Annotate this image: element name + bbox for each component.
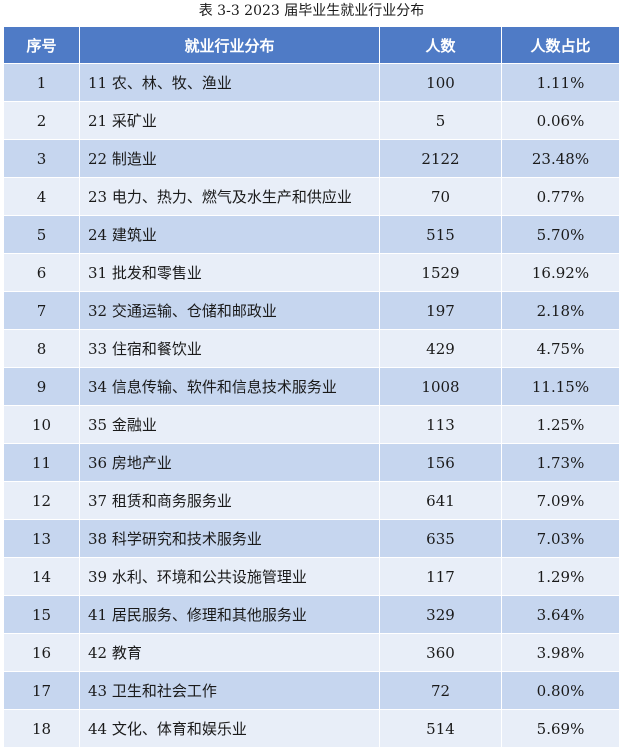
cell-count: 329 (379, 595, 502, 634)
header-index: 序号 (3, 26, 80, 64)
cell-count: 70 (379, 177, 502, 216)
cell-count: 2122 (379, 139, 502, 178)
header-count: 人数 (379, 26, 502, 64)
cell-count: 514 (379, 709, 502, 748)
cell-index: 1 (3, 63, 80, 102)
cell-count: 515 (379, 215, 502, 254)
table-caption: 表 3-3 2023 届毕业生就业行业分布 (198, 3, 425, 19)
cell-industry: 24 建筑业 (79, 215, 380, 254)
cell-index: 13 (3, 519, 80, 558)
cell-industry: 34 信息传输、软件和信息技术服务业 (79, 367, 380, 406)
cell-index: 18 (3, 709, 80, 748)
cell-count: 1008 (379, 367, 502, 406)
cell-count: 641 (379, 481, 502, 520)
table-row: 15 41 居民服务、修理和其他服务业 329 3.64% (3, 595, 620, 634)
cell-industry: 39 水利、环境和公共设施管理业 (79, 557, 380, 596)
cell-index: 15 (3, 595, 80, 634)
cell-count: 72 (379, 671, 502, 710)
cell-industry: 21 采矿业 (79, 101, 380, 140)
cell-index: 2 (3, 101, 80, 140)
table-row: 11 36 房地产业 156 1.73% (3, 443, 620, 482)
cell-count: 113 (379, 405, 502, 444)
cell-share: 23.48% (501, 139, 620, 178)
table-row: 14 39 水利、环境和公共设施管理业 117 1.29% (3, 557, 620, 596)
table-header-row: 序号 就业行业分布 人数 人数占比 (3, 26, 620, 64)
cell-industry: 37 租赁和商务服务业 (79, 481, 380, 520)
table-row: 10 35 金融业 113 1.25% (3, 405, 620, 444)
cell-share: 2.18% (501, 291, 620, 330)
cell-count: 429 (379, 329, 502, 368)
cell-index: 14 (3, 557, 80, 596)
table-row: 2 21 采矿业 5 0.06% (3, 101, 620, 140)
table-row: 6 31 批发和零售业 1529 16.92% (3, 253, 620, 292)
cell-count: 5 (379, 101, 502, 140)
cell-index: 8 (3, 329, 80, 368)
table-row: 8 33 住宿和餐饮业 429 4.75% (3, 329, 620, 368)
table-row: 17 43 卫生和社会工作 72 0.80% (3, 671, 620, 710)
cell-share: 1.11% (501, 63, 620, 102)
cell-index: 6 (3, 253, 80, 292)
table-row: 18 44 文化、体育和娱乐业 514 5.69% (3, 709, 620, 748)
table-row: 4 23 电力、热力、燃气及水生产和供应业 70 0.77% (3, 177, 620, 216)
cell-index: 10 (3, 405, 80, 444)
cell-share: 16.92% (501, 253, 620, 292)
cell-share: 1.25% (501, 405, 620, 444)
cell-index: 9 (3, 367, 80, 406)
table-row: 13 38 科学研究和技术服务业 635 7.03% (3, 519, 620, 558)
cell-industry: 11 农、林、牧、渔业 (79, 63, 380, 102)
cell-share: 0.77% (501, 177, 620, 216)
cell-share: 0.06% (501, 101, 620, 140)
cell-share: 0.80% (501, 671, 620, 710)
cell-share: 1.73% (501, 443, 620, 482)
table-row: 9 34 信息传输、软件和信息技术服务业 1008 11.15% (3, 367, 620, 406)
cell-share: 1.29% (501, 557, 620, 596)
cell-index: 11 (3, 443, 80, 482)
cell-share: 11.15% (501, 367, 620, 406)
cell-industry: 44 文化、体育和娱乐业 (79, 709, 380, 748)
cell-count: 360 (379, 633, 502, 672)
cell-index: 17 (3, 671, 80, 710)
cell-industry: 36 房地产业 (79, 443, 380, 482)
header-share: 人数占比 (501, 26, 620, 64)
table-row: 16 42 教育 360 3.98% (3, 633, 620, 672)
cell-share: 4.75% (501, 329, 620, 368)
cell-share: 5.69% (501, 709, 620, 748)
cell-index: 7 (3, 291, 80, 330)
cell-industry: 23 电力、热力、燃气及水生产和供应业 (79, 177, 380, 216)
cell-industry: 32 交通运输、仓储和邮政业 (79, 291, 380, 330)
cell-count: 156 (379, 443, 502, 482)
cell-industry: 41 居民服务、修理和其他服务业 (79, 595, 380, 634)
cell-industry: 33 住宿和餐饮业 (79, 329, 380, 368)
cell-share: 3.98% (501, 633, 620, 672)
cell-share: 7.09% (501, 481, 620, 520)
cell-share: 5.70% (501, 215, 620, 254)
cell-industry: 35 金融业 (79, 405, 380, 444)
table-row: 5 24 建筑业 515 5.70% (3, 215, 620, 254)
table-body: 1 11 农、林、牧、渔业 100 1.11% 2 21 采矿业 5 0.06% 3 22 制造业… (3, 63, 620, 748)
cell-count: 117 (379, 557, 502, 596)
cell-industry: 31 批发和零售业 (79, 253, 380, 292)
cell-count: 197 (379, 291, 502, 330)
cell-share: 3.64% (501, 595, 620, 634)
table-row: 1 11 农、林、牧、渔业 100 1.11% (3, 63, 620, 102)
cell-industry: 22 制造业 (79, 139, 380, 178)
table-row: 3 22 制造业 2122 23.48% (3, 139, 620, 178)
cell-count: 635 (379, 519, 502, 558)
cell-index: 16 (3, 633, 80, 672)
cell-index: 4 (3, 177, 80, 216)
cell-industry: 38 科学研究和技术服务业 (79, 519, 380, 558)
cell-industry: 42 教育 (79, 633, 380, 672)
header-industry: 就业行业分布 (79, 26, 380, 64)
cell-index: 12 (3, 481, 80, 520)
cell-index: 3 (3, 139, 80, 178)
cell-count: 100 (379, 63, 502, 102)
cell-share: 7.03% (501, 519, 620, 558)
cell-industry: 43 卫生和社会工作 (79, 671, 380, 710)
cell-count: 1529 (379, 253, 502, 292)
industry-distribution-table: 序号 就业行业分布 人数 人数占比 1 11 农、林、牧、渔业 100 1.11% 2 2… (3, 26, 620, 748)
cell-index: 5 (3, 215, 80, 254)
table-row: 7 32 交通运输、仓储和邮政业 197 2.18% (3, 291, 620, 330)
table-row: 12 37 租赁和商务服务业 641 7.09% (3, 481, 620, 520)
